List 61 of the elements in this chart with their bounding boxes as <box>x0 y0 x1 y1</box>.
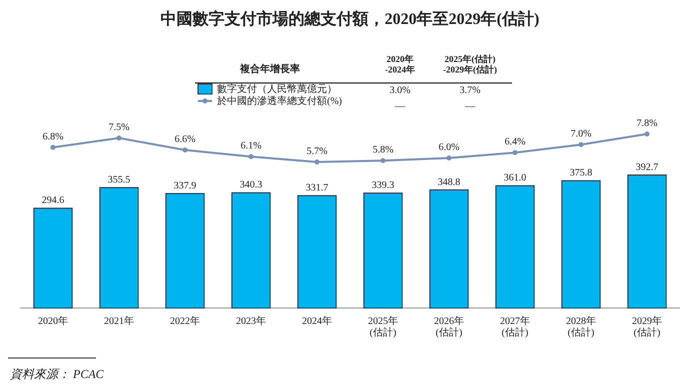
text: 3.7% <box>460 85 480 96</box>
bar <box>231 192 271 308</box>
bar <box>297 195 337 308</box>
data-label: 6.6% <box>174 134 196 145</box>
bar <box>99 187 139 308</box>
data-label: 6.1% <box>240 140 262 152</box>
bar <box>363 192 403 308</box>
data-label: 331.7 <box>306 182 328 194</box>
text: — <box>394 101 406 112</box>
bar <box>495 185 535 308</box>
data-label: 6.8% <box>42 131 64 142</box>
x-tick-label: 2029年 (估計) <box>632 315 662 338</box>
x-tick-label: 2027年 (估計) <box>500 315 530 338</box>
legend-label: 數字支付（人民幣萬億元） <box>217 83 337 95</box>
point <box>512 150 518 156</box>
point <box>116 136 122 140</box>
data-label: 7.5% <box>108 122 130 133</box>
x-tick-label: 2026年 (估計) <box>434 315 464 338</box>
bar <box>429 189 469 308</box>
data-label: 294.6 <box>42 195 64 206</box>
point <box>248 154 254 160</box>
data-label: 340.3 <box>240 180 262 191</box>
data-label: 375.8 <box>570 168 592 179</box>
point <box>578 142 584 148</box>
legend-label: 於中國的滲透率總支付額(%) <box>217 95 342 107</box>
x-tick-label: 2025年 (估計) <box>368 315 398 338</box>
bar <box>627 174 667 308</box>
data-label: 7.0% <box>570 128 592 140</box>
text: — <box>464 101 476 112</box>
point <box>380 158 386 164</box>
x-tick-label: 2024年 <box>302 315 332 327</box>
x-tick-label: 2021年 <box>104 315 134 327</box>
source-note: 資料來源： PCAC <box>10 367 105 381</box>
data-label: 5.8% <box>372 144 394 156</box>
text: 3.0% <box>390 85 410 96</box>
point <box>446 156 452 160</box>
data-label: 337.9 <box>174 180 196 192</box>
text: 複合年增長率 <box>239 63 300 75</box>
data-label: 361.0 <box>504 172 526 184</box>
data-label: 7.8% <box>636 118 658 129</box>
bar <box>561 180 601 308</box>
point <box>182 148 188 152</box>
x-tick-label: 2022年 <box>170 315 200 327</box>
x-tick-label: 2020年 <box>38 315 68 327</box>
bar <box>165 193 205 308</box>
text: 2025年(估計) -2029年(估計) <box>443 54 497 74</box>
text: 2020年 -2024年 <box>385 54 415 74</box>
data-label: 6.0% <box>438 142 460 153</box>
chart-title: 中國數字支付市場的總支付額，2020年至2029年(估計) <box>160 9 540 28</box>
data-label: 355.5 <box>108 174 130 186</box>
data-label: 5.7% <box>306 146 328 157</box>
data-label: 6.4% <box>504 136 526 148</box>
x-tick-label: 2023年 <box>236 315 266 327</box>
data-label: 339.3 <box>372 180 394 192</box>
point <box>50 144 56 150</box>
data-label: 348.8 <box>438 176 460 188</box>
x-tick-label: 2028年 (估計) <box>566 315 596 338</box>
data-label: 392.7 <box>636 162 658 173</box>
point <box>644 132 650 136</box>
bar <box>33 208 73 308</box>
point <box>314 160 320 164</box>
